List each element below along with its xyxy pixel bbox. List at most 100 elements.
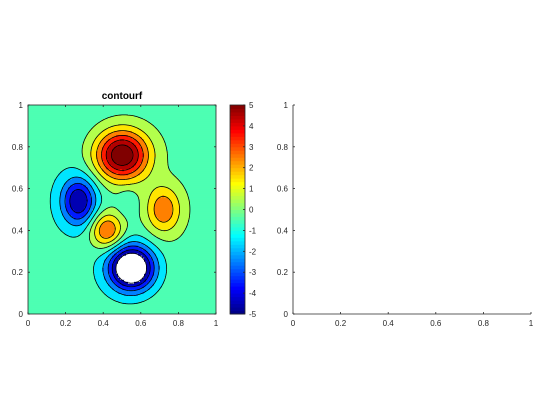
contour-cell [122, 163, 125, 166]
contour-cell [70, 209, 73, 213]
contour-cell [106, 105, 109, 108]
contour-cell [186, 181, 189, 184]
contour-cell [214, 161, 216, 164]
contour-cell [138, 163, 141, 166]
contour-cell [186, 147, 189, 150]
contour-cell [196, 145, 199, 148]
contour-cell [164, 159, 167, 162]
contour-cell [84, 107, 87, 110]
contour-cell [48, 167, 51, 170]
contour-cell [168, 209, 171, 213]
contour-cell [106, 157, 109, 160]
contour-cell [50, 203, 53, 207]
contour-cell [170, 129, 173, 132]
contour-cell [164, 163, 167, 166]
contour-cell [172, 193, 175, 197]
contour-cell [136, 207, 139, 211]
contour-cell [200, 165, 203, 168]
contour-cell [66, 199, 69, 203]
contour-cell [180, 137, 183, 140]
contour-cell [146, 201, 149, 205]
contour-cell [110, 135, 113, 138]
contour-cell [106, 183, 109, 186]
contour-cell [64, 111, 67, 114]
contour-cell [50, 139, 53, 142]
contour-cell [196, 151, 199, 154]
contour-cell [64, 155, 67, 158]
contour-cell [74, 163, 77, 166]
contour-cell [116, 115, 119, 118]
contour-cell [176, 105, 179, 108]
contour-cell [50, 131, 53, 134]
contour-cell [36, 167, 39, 170]
contour-cell [88, 161, 91, 164]
contour-cell [92, 115, 95, 118]
contour-cell [208, 153, 211, 156]
contour-cell [210, 147, 213, 150]
contour-cell [78, 163, 81, 166]
contour-cell [74, 191, 77, 195]
contour-cell [98, 169, 101, 172]
contour-cell [128, 143, 131, 146]
contour-cell [206, 207, 209, 211]
contour-cell [78, 139, 81, 142]
contour-cell [40, 189, 43, 193]
contour-cell [44, 131, 47, 134]
contour-cell [56, 191, 59, 195]
contour-cell [170, 185, 173, 188]
contour-cell [98, 109, 101, 112]
contour-cell [78, 187, 81, 190]
contour-cell [156, 173, 159, 176]
contour-cell [104, 111, 107, 114]
contour-cell [64, 165, 67, 168]
contour-cell [214, 203, 216, 207]
contour-cell [120, 155, 123, 158]
contour-cell [214, 183, 216, 186]
contour-cell [84, 207, 87, 211]
contour-cell [212, 139, 215, 142]
contour-cell [106, 111, 109, 114]
contour-cell [70, 127, 73, 130]
contour-cell [156, 127, 159, 130]
contour-cell [50, 113, 53, 116]
contour-cell [158, 155, 161, 158]
contour-cell [80, 137, 83, 140]
contour-cell [144, 123, 147, 126]
contour-cell [170, 167, 173, 170]
contour-cell [70, 159, 73, 162]
contour-cell [166, 127, 169, 130]
contour-cell [162, 135, 165, 138]
contour-cell [66, 171, 69, 174]
contour-cell [78, 185, 81, 188]
contour-cell [144, 113, 147, 116]
contour-cell [150, 159, 153, 162]
contour-cell [212, 129, 215, 132]
contour-cell [58, 145, 61, 148]
contour-cell [80, 131, 83, 134]
contour-cell [126, 111, 129, 114]
contour-cell [162, 111, 165, 114]
contour-cell [158, 143, 161, 146]
contour-cell [172, 203, 175, 207]
contour-cell [96, 199, 99, 203]
contour-cell [152, 121, 155, 124]
contour-cell [76, 183, 79, 186]
contour-cell [102, 139, 105, 142]
contour-cell [94, 117, 97, 120]
contour-cell [210, 171, 213, 174]
contour-cell [114, 201, 117, 205]
contour-cell [194, 145, 197, 148]
contour-cell [158, 105, 161, 108]
contour-cell [132, 159, 135, 162]
contour-cell [196, 107, 199, 110]
contour-cell [72, 205, 75, 209]
contour-cell [168, 189, 171, 193]
contour-cell [44, 141, 47, 144]
contour-cell [114, 173, 117, 176]
contour-cell [112, 191, 115, 195]
contour-cell [194, 179, 197, 182]
contour-cell [188, 183, 191, 186]
contour-cell [44, 181, 47, 184]
contour-cell [138, 121, 141, 124]
contour-cell [32, 127, 35, 130]
